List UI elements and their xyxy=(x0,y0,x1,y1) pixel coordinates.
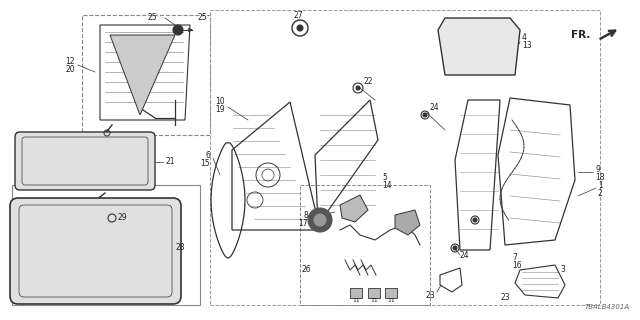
Circle shape xyxy=(473,218,477,222)
Bar xyxy=(300,185,430,305)
Text: 25: 25 xyxy=(197,13,207,22)
Circle shape xyxy=(356,86,360,90)
Text: 23: 23 xyxy=(500,293,510,302)
Circle shape xyxy=(423,113,427,117)
Text: 21: 21 xyxy=(165,157,175,166)
Text: 22: 22 xyxy=(363,77,372,86)
Text: 11: 11 xyxy=(370,298,378,302)
FancyBboxPatch shape xyxy=(15,132,155,190)
Text: 18: 18 xyxy=(595,173,605,182)
Text: 11: 11 xyxy=(352,298,360,302)
Text: 29: 29 xyxy=(117,213,127,222)
Text: 8: 8 xyxy=(303,211,308,220)
Bar xyxy=(210,10,600,305)
Text: 28: 28 xyxy=(175,244,184,252)
Text: 13: 13 xyxy=(522,42,532,51)
Text: 19: 19 xyxy=(216,106,225,115)
Text: 23: 23 xyxy=(426,291,435,300)
Text: 26: 26 xyxy=(302,266,312,275)
Circle shape xyxy=(173,25,183,35)
Text: 24: 24 xyxy=(460,251,470,260)
Bar xyxy=(350,288,362,298)
Text: 1: 1 xyxy=(598,180,603,189)
Text: 15: 15 xyxy=(200,158,210,167)
Text: 11: 11 xyxy=(387,298,395,302)
Circle shape xyxy=(453,246,457,250)
Text: 25: 25 xyxy=(148,13,157,22)
Text: 9: 9 xyxy=(595,165,600,174)
Circle shape xyxy=(308,208,332,232)
Text: 12: 12 xyxy=(65,58,75,67)
Polygon shape xyxy=(438,18,520,75)
Text: 2: 2 xyxy=(598,188,603,197)
Text: 24: 24 xyxy=(430,103,440,113)
Text: 5: 5 xyxy=(382,173,387,182)
Text: 4: 4 xyxy=(522,34,527,43)
Text: 27: 27 xyxy=(293,11,303,20)
Text: TBALB4301A: TBALB4301A xyxy=(585,304,630,310)
Polygon shape xyxy=(110,35,175,115)
Text: 17: 17 xyxy=(298,219,308,228)
Text: 7: 7 xyxy=(512,253,517,262)
Text: FR.: FR. xyxy=(571,30,590,40)
FancyBboxPatch shape xyxy=(10,198,181,304)
Bar xyxy=(385,288,397,298)
Polygon shape xyxy=(340,195,368,222)
Text: 6: 6 xyxy=(205,150,210,159)
Text: 3: 3 xyxy=(560,266,565,275)
Circle shape xyxy=(297,25,303,31)
Polygon shape xyxy=(395,210,420,235)
Bar xyxy=(368,288,380,298)
Bar xyxy=(12,185,200,305)
Bar xyxy=(82,15,210,135)
Text: 20: 20 xyxy=(65,66,75,75)
Text: 14: 14 xyxy=(382,181,392,190)
Text: 10: 10 xyxy=(216,98,225,107)
Text: 16: 16 xyxy=(512,261,522,270)
Circle shape xyxy=(314,214,326,226)
